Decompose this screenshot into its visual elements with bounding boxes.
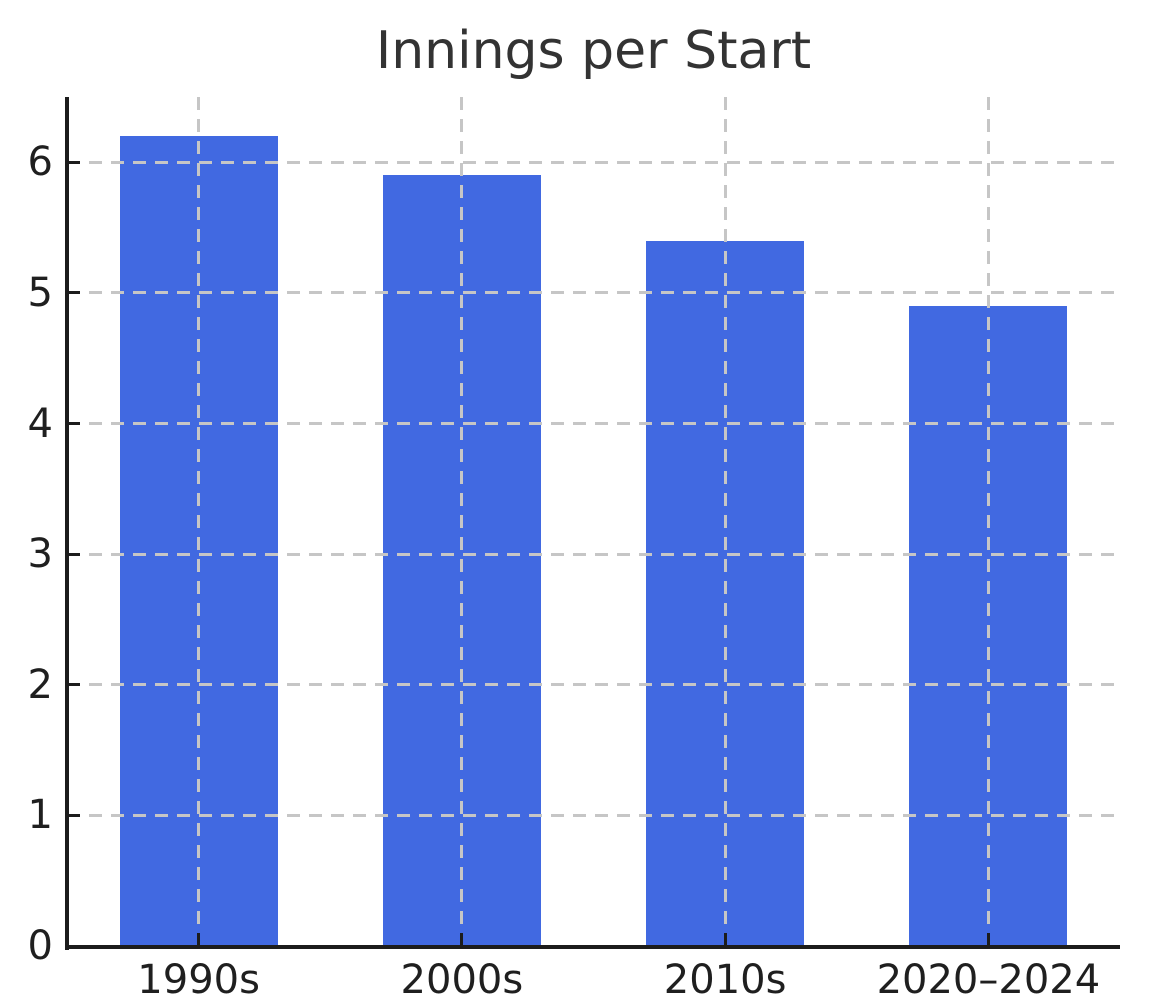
x-tick: [723, 933, 727, 946]
h-gridline: [67, 422, 1120, 426]
x-tick-label: 2020–2024: [876, 956, 1101, 1000]
y-tick-label: 1: [27, 792, 53, 839]
y-tick: [67, 683, 80, 687]
y-tick: [67, 422, 80, 426]
y-axis-spine: [65, 97, 69, 950]
x-tick: [197, 933, 201, 946]
y-tick-label: 5: [27, 269, 53, 316]
y-tick-label: 4: [27, 400, 53, 447]
v-gridline: [460, 97, 464, 946]
h-gridline: [67, 813, 1120, 817]
chart-title: Innings per Start: [375, 21, 812, 81]
y-tick: [67, 291, 80, 295]
x-tick-label: 2000s: [400, 956, 524, 1000]
h-gridline: [67, 683, 1120, 687]
h-gridline: [67, 160, 1120, 164]
y-tick: [67, 813, 80, 817]
y-tick-label: 2: [27, 661, 53, 708]
x-tick: [460, 933, 464, 946]
v-gridline: [197, 97, 201, 946]
v-gridline: [986, 97, 990, 946]
h-gridline: [67, 552, 1120, 556]
x-tick: [986, 933, 990, 946]
y-tick: [67, 160, 80, 164]
v-gridline: [723, 97, 727, 946]
y-tick-label: 3: [27, 531, 53, 578]
y-tick: [67, 552, 80, 556]
x-axis-spine: [65, 945, 1120, 949]
x-tick-label: 2010s: [663, 956, 787, 1000]
y-tick-label: 0: [27, 923, 53, 969]
y-tick-label: 6: [27, 139, 53, 186]
h-gridline: [67, 291, 1120, 295]
x-tick-label: 1990s: [137, 956, 260, 1000]
